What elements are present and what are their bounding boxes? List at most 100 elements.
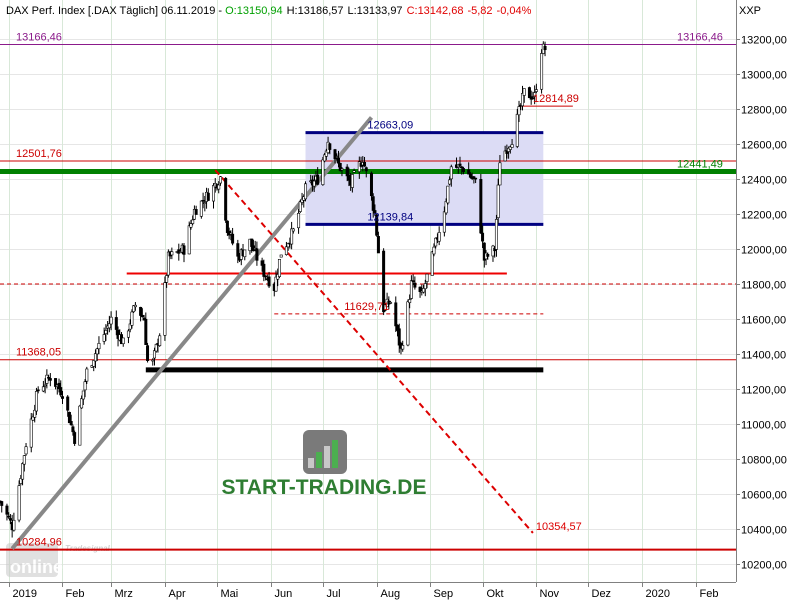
candle-body: [534, 89, 538, 92]
x-tick-label: 2019: [13, 588, 37, 600]
y-tick-label: 11200,00: [741, 385, 786, 397]
candle: [543, 41, 547, 57]
candle-body: [57, 382, 61, 390]
candle: [203, 195, 207, 212]
candle: [78, 404, 82, 446]
watermark-brand: Tradesignal: [65, 544, 111, 553]
chart-header: DAX Perf. Index [.DAX Täglich] 06.11.201…: [6, 5, 532, 17]
candle: [102, 327, 106, 345]
candle: [531, 91, 535, 100]
candle-body: [300, 198, 304, 203]
candle-body: [140, 314, 144, 318]
candle-body: [338, 162, 342, 171]
candle-body: [212, 185, 216, 202]
candle-body: [458, 163, 462, 166]
candle: [472, 175, 476, 184]
candle-body: [375, 214, 379, 236]
candle: [83, 379, 87, 398]
y-tick-label: 10600,00: [741, 490, 787, 502]
candle: [267, 271, 271, 289]
y-tick-label: 12200,00: [741, 210, 787, 222]
candle: [217, 181, 221, 194]
candle-body: [481, 232, 485, 242]
candle-body: [34, 391, 38, 412]
candle-body: [467, 169, 471, 175]
candle: [140, 308, 144, 318]
candle: [29, 412, 33, 453]
candle: [316, 167, 320, 186]
x-tick-label: Apr: [169, 588, 186, 600]
candle: [229, 230, 233, 241]
candle: [165, 274, 169, 288]
candle-body: [347, 174, 351, 181]
candle-body: [236, 243, 240, 257]
candle: [458, 156, 462, 169]
candle: [250, 238, 254, 253]
candle-body: [517, 106, 521, 116]
candle-body: [297, 213, 301, 229]
candle: [166, 249, 170, 278]
candle: [19, 474, 23, 486]
candle: [352, 168, 356, 173]
candle: [24, 443, 28, 456]
candle-body: [231, 233, 235, 244]
candle: [92, 360, 96, 372]
candle-body: [448, 179, 452, 185]
candle-body: [194, 209, 198, 215]
candle-body: [224, 177, 228, 221]
candle: [182, 243, 186, 263]
candle: [144, 312, 148, 345]
x-tick-label: Jun: [275, 588, 293, 600]
candle-body: [279, 254, 283, 258]
candle: [461, 166, 465, 175]
candle: [486, 252, 490, 260]
candle: [406, 299, 410, 347]
candle: [262, 259, 266, 282]
candle-body: [340, 168, 344, 171]
candle-body: [482, 242, 486, 261]
level-label: 11368,05: [16, 347, 61, 359]
candle: [333, 148, 337, 164]
candle-body: [394, 302, 398, 327]
candle-body: [104, 330, 108, 334]
candle-body: [97, 343, 101, 350]
candle: [158, 333, 162, 347]
watermark: Tradesignal online: [6, 543, 111, 577]
candle-body: [363, 161, 367, 167]
candle: [191, 215, 195, 226]
candle: [41, 380, 45, 393]
candle-body: [80, 398, 84, 409]
candle: [107, 315, 111, 333]
candle-body: [406, 301, 410, 346]
candle-body: [474, 177, 478, 180]
candle: [510, 138, 514, 148]
candle-body: [81, 390, 85, 400]
candle: [206, 188, 210, 201]
candle: [425, 273, 429, 289]
trend-line: [214, 169, 534, 534]
candle-body: [92, 360, 96, 367]
candle: [321, 156, 325, 186]
candle-body: [316, 174, 320, 185]
candle: [300, 192, 304, 206]
candle-body: [95, 348, 99, 355]
candle-body: [5, 505, 9, 515]
y-tick-label: 11000,00: [741, 420, 786, 432]
candle-body: [543, 45, 547, 51]
candle: [194, 205, 198, 215]
candle-body: [382, 250, 386, 313]
level-label: 12663,09: [367, 120, 413, 132]
candle-body: [83, 381, 87, 391]
candle: [12, 512, 16, 532]
candle: [432, 243, 436, 257]
x-tick-label: Feb: [700, 588, 719, 600]
candle: [152, 347, 156, 366]
candle-body: [531, 97, 535, 99]
candle-body: [144, 318, 148, 345]
candle-body: [373, 210, 377, 214]
candle-body: [323, 154, 327, 162]
candle-body: [472, 176, 476, 179]
y-tick-label: 10200,00: [741, 560, 787, 572]
